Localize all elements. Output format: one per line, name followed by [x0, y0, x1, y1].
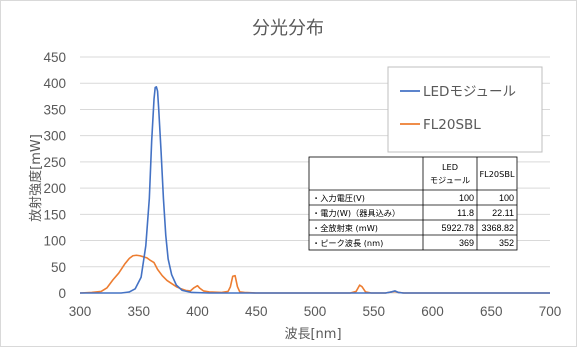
y-tick-label: 50 [51, 260, 66, 275]
table-row-label: ・ピーク波長 (nm) [312, 238, 383, 248]
x-axis-ticks: 300 350 400 450 500 550 600 650 700 [69, 304, 562, 319]
y-axis-label: 放射強度[mW] [28, 134, 44, 222]
table-cell-fl: 352 [499, 238, 514, 248]
table-cell-led: 369 [459, 238, 474, 248]
x-tick-label: 700 [539, 304, 562, 319]
x-tick-label: 550 [362, 304, 385, 319]
x-tick-label: 600 [421, 304, 444, 319]
table-cell-fl: 22.11 [492, 208, 514, 218]
table-header-fl: FL20SBL [479, 169, 515, 179]
x-tick-label: 650 [480, 304, 503, 319]
x-tick-label: 450 [245, 304, 268, 319]
table-header-led: LED [442, 162, 458, 172]
y-tick-label: 300 [43, 129, 66, 144]
y-tick-label: 250 [43, 155, 66, 170]
y-tick-label: 350 [43, 102, 66, 117]
x-tick-label: 350 [127, 304, 150, 319]
y-axis-ticks: 0 50 100 150 200 250 300 350 400 450 [43, 50, 66, 301]
series-lines [79, 86, 550, 294]
legend-label-fl: FL20SBL [423, 117, 481, 133]
y-tick-label: 0 [58, 286, 66, 301]
legend: LEDモジュール FL20SBL [387, 66, 543, 153]
legend-box [387, 66, 543, 153]
x-tick-label: 300 [69, 304, 92, 319]
table-frame [308, 156, 518, 251]
table-row-label: ・入力電圧(V) [312, 193, 365, 203]
series-line-fl20sbl [79, 254, 550, 294]
y-tick-label: 450 [43, 50, 66, 65]
table-cell-fl: 100 [499, 193, 514, 203]
data-table: LED モジュール FL20SBL ・入力電圧(V) 100 100 ・電力(W)（器具込み… [308, 156, 518, 251]
x-tick-label: 500 [304, 304, 327, 319]
y-tick-label: 100 [43, 234, 66, 249]
table-cell-led: 5922.78 [441, 223, 474, 233]
table-row-label: ・全放射束 (mW) [312, 223, 378, 233]
y-tick-label: 400 [43, 76, 66, 91]
table-row-label: ・電力(W)（器具込み） [312, 208, 400, 218]
y-tick-label: 150 [43, 207, 66, 222]
table-cell-led: 100 [459, 193, 474, 203]
series-line-led [80, 86, 550, 294]
table-cell-led: 11.8 [457, 208, 474, 218]
table-cell-fl: 3368.82 [481, 223, 514, 233]
y-tick-label: 200 [43, 181, 66, 196]
legend-label-led: LEDモジュール [423, 84, 516, 100]
x-tick-label: 400 [186, 304, 209, 319]
chart-title: 分光分布 [252, 18, 324, 39]
x-axis-label: 波長[nm] [284, 327, 341, 342]
table-header-led: モジュール [430, 175, 470, 185]
